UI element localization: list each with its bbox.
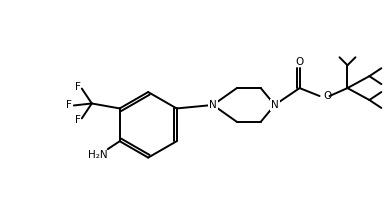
Text: N: N xyxy=(271,100,279,110)
Text: F: F xyxy=(75,82,81,92)
Text: O: O xyxy=(296,57,304,67)
Text: H₂N: H₂N xyxy=(88,150,107,160)
Text: N: N xyxy=(209,100,217,110)
Text: O: O xyxy=(323,91,332,101)
Text: F: F xyxy=(75,115,81,125)
Text: F: F xyxy=(66,100,72,110)
